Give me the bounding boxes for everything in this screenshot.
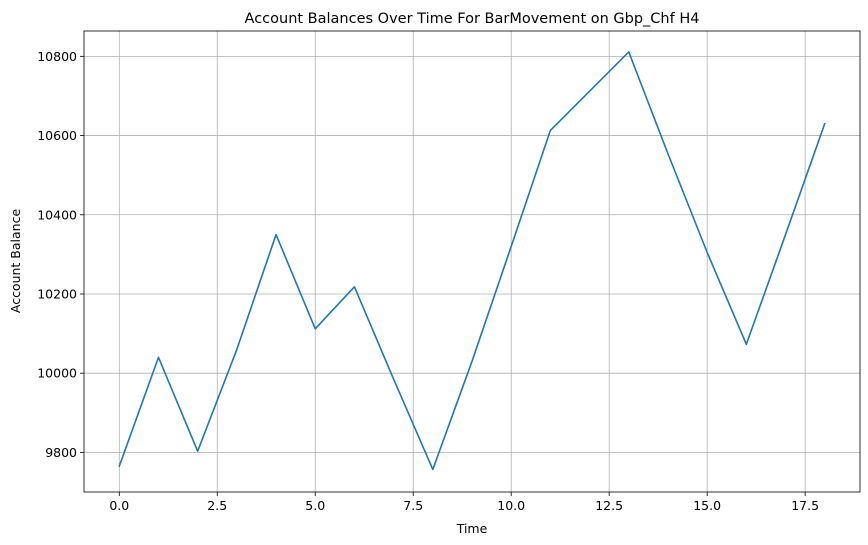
y-tick-label: 9800 — [45, 445, 77, 460]
x-tick-label: 7.5 — [403, 498, 423, 513]
x-tick-label: 5.0 — [305, 498, 325, 513]
y-tick-label: 10800 — [37, 49, 77, 64]
x-tick-label: 12.5 — [595, 498, 623, 513]
y-tick-label: 10200 — [37, 286, 77, 301]
y-axis-label: Account Balance — [8, 209, 23, 314]
y-tick-label: 10400 — [37, 207, 77, 222]
x-tick-label: 15.0 — [693, 498, 721, 513]
chart-title: Account Balances Over Time For BarMoveme… — [245, 11, 700, 27]
x-tick-label: 2.5 — [207, 498, 227, 513]
x-tick-label: 0.0 — [109, 498, 129, 513]
axes-frame — [83, 30, 861, 493]
y-tick-label: 10600 — [37, 128, 77, 143]
series-line — [118, 51, 826, 471]
x-axis-label: Time — [456, 521, 488, 536]
y-tick-label: 10000 — [37, 366, 77, 381]
x-tick-label: 17.5 — [791, 498, 819, 513]
x-tick-label: 10.0 — [497, 498, 525, 513]
plot-area: 0.0 2.5 5.0 7.5 10.0 12.5 15.0 17.5 9800 10000 102… — [37, 30, 861, 513]
